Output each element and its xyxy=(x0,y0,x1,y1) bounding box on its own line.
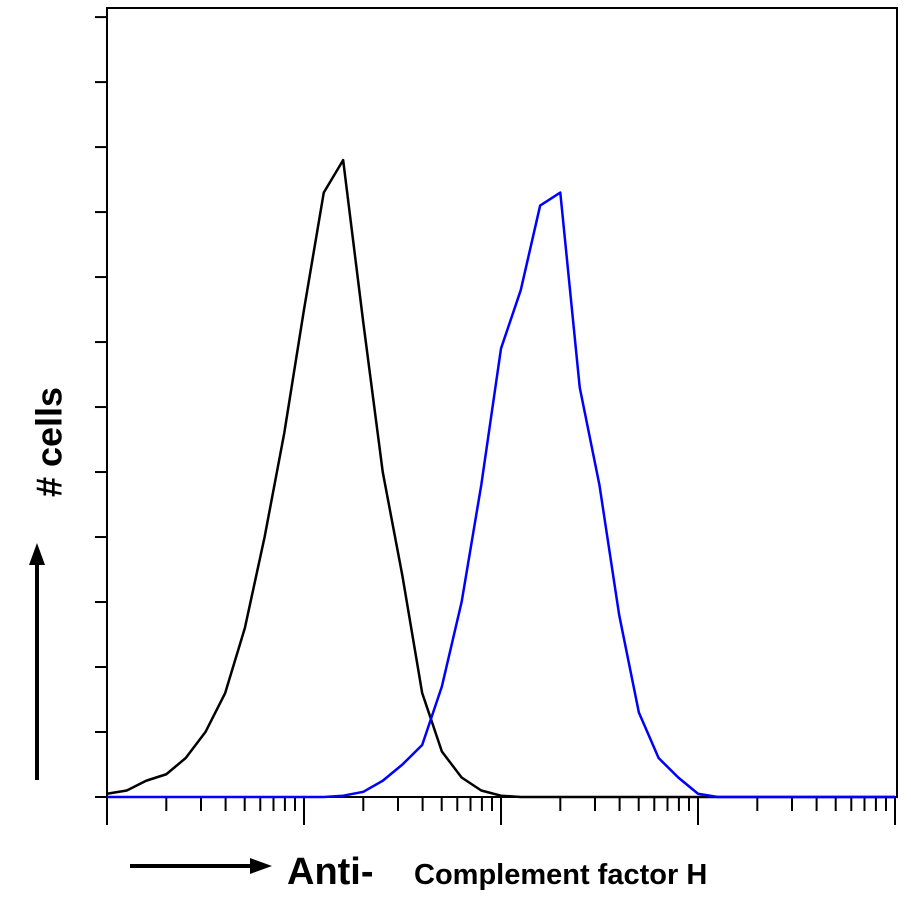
y-arrow-head xyxy=(29,543,45,565)
x-axis-label: Complement factor H xyxy=(414,859,707,891)
histogram-line xyxy=(107,191,895,799)
x-arrow-head xyxy=(250,858,272,874)
y-axis-label: # cells xyxy=(29,387,70,497)
histogram-line xyxy=(106,158,895,799)
x-axis-label-prefix: Anti- xyxy=(287,851,374,893)
plot-area xyxy=(95,16,896,825)
plot-frame xyxy=(106,7,898,798)
